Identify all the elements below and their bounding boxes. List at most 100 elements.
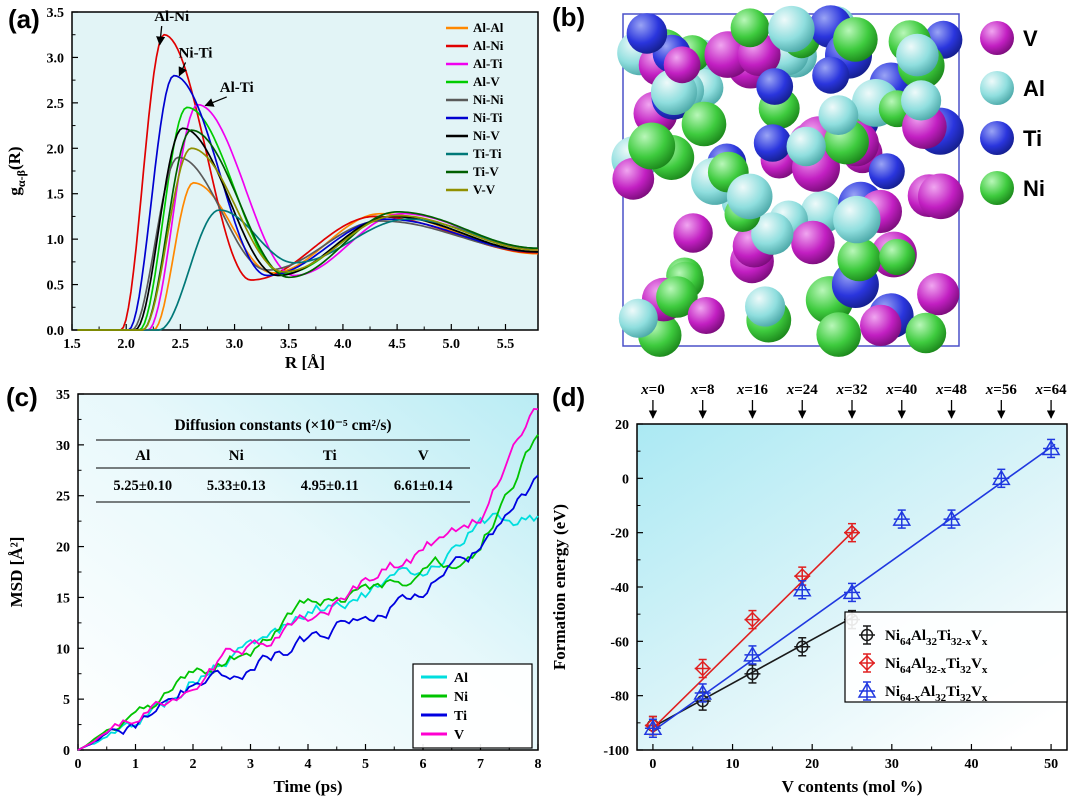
x-tick-label: 4.0 [334, 337, 352, 352]
top-label-x=64: x=64 [1035, 382, 1068, 398]
msd-curve-Al [77, 512, 539, 751]
atom-sphere-V [612, 157, 655, 200]
legend-label-Ti-Ti: Ti-Ti [473, 146, 502, 161]
atom-sphere-Al [833, 195, 881, 244]
table-value: 5.25±0.10 [113, 478, 172, 494]
x-tick-label: 2.0 [117, 337, 135, 352]
x-tick-label: 8 [535, 757, 542, 772]
y-tick-label: 20 [56, 541, 70, 556]
y-tick-label: 1.5 [47, 188, 65, 203]
x-tick-label: 20 [805, 757, 819, 772]
rdf-curve-V-V [77, 147, 538, 331]
legend-label-Al-Al: Al-Al [473, 20, 504, 35]
atom-sphere-Ni [833, 17, 878, 62]
atom-sphere-Al [751, 212, 794, 255]
x-tick-label: 30 [885, 757, 899, 772]
atom-sphere-Ni [730, 8, 770, 48]
atom-sphere-Al [896, 33, 939, 77]
legend-label-Ni: Ni [454, 690, 468, 705]
msd-chart: 0 1 2 3 4 5 6 7 8 0 5 10 15 20 25 30 35 Diffusion constan… [7, 388, 542, 796]
rdf-chart: 1.5 2.0 2.5 3.0 3.5 4.0 4.5 5.0 5.5 0.0 0.5 1.0 1.5 2… [5, 6, 539, 372]
legend-label-Al-V: Al-V [473, 74, 500, 89]
legend-label-Ni64Al32-xTi32Vx: Ni64Al32-xTi32Vx [885, 656, 988, 676]
atom-sphere-Ni [879, 238, 916, 276]
y-tick-label: 5 [63, 693, 70, 708]
x-tick-label: 4 [305, 757, 312, 772]
x-tick-label: 40 [964, 757, 978, 772]
panel-a: 1.5 2.0 2.5 3.0 3.5 4.0 4.5 5.0 5.5 0.0 0.5 1.0 1.5 2… [0, 0, 545, 378]
atom-sphere-V [791, 220, 835, 265]
species-label-Ti: Ti [1023, 126, 1042, 151]
atom-sphere-Ni [816, 312, 861, 357]
msd-curve-Ti [77, 474, 539, 751]
atom-sphere-Al [618, 298, 658, 338]
top-label-x=16: x=16 [736, 382, 769, 398]
species-label-Ni: Ni [1023, 176, 1045, 201]
table-header-V: V [418, 448, 429, 464]
annotation-Al-Ti: Al-Ti [220, 80, 254, 96]
legend-label-Ni-Ti: Ni-Ti [473, 110, 503, 125]
table-header-Ti: Ti [323, 448, 337, 464]
top-label-x=8: x=8 [690, 382, 715, 398]
panel-d-label: (d) [552, 382, 586, 412]
top-label-x=0: x=0 [640, 382, 665, 398]
atom-sphere-Ti [812, 56, 850, 94]
atom-sphere-Al [768, 5, 815, 53]
legend-symbol-Ni64-xAl32Ti32Vx [857, 681, 877, 701]
series-points-Ni64-xAl32Ti32Vx [643, 438, 1061, 739]
formation-legend: Ni64Al32Ti32-xVx Ni64Al32-xTi32Vx Ni64-xAl… [844, 611, 1068, 704]
table-value: 6.61±0.14 [394, 478, 453, 494]
legend-label-Al: Al [454, 671, 468, 686]
x-axis-label: Time (ps) [273, 777, 342, 796]
atom-sphere-V [663, 46, 701, 84]
x-axis-label: R [Å] [285, 353, 325, 372]
legend-label-Ni64-xAl32Ti32Vx: Ni64-xAl32Ti32Vx [885, 684, 988, 704]
legend-symbol-Ni64Al32-xTi32Vx [858, 653, 876, 673]
plot-frame [77, 393, 539, 751]
y-tick-label: 35 [56, 388, 70, 403]
panel-d: 0 10 20 30 40 50 -100 -80 -60 -40 -20 0 20 x=0 x=8 x=16… [545, 378, 1080, 812]
y-tick-label: -60 [610, 635, 629, 650]
species-label-Al: Al [1023, 76, 1045, 101]
y-tick-label: 30 [56, 439, 70, 454]
formation-energy-chart: 0 10 20 30 40 50 -100 -80 -60 -40 -20 0 20 x=0 x=8 x=16… [550, 382, 1068, 796]
annotation-Ni-Ti: Ni-Ti [179, 45, 213, 61]
legend-label-Ni-Ni: Ni-Ni [473, 92, 504, 107]
atom-sphere-Al [786, 126, 826, 167]
panel-b-label: (b) [552, 2, 586, 32]
msd-curve-V [77, 407, 539, 751]
panel-c-label: (c) [6, 382, 38, 412]
atom-sphere-V [917, 273, 960, 316]
y-axis-label: gα-β(R) [5, 146, 28, 195]
legend-sphere-V [980, 21, 1014, 55]
top-label-x=40: x=40 [885, 382, 917, 398]
legend-label-Ti: Ti [454, 709, 467, 724]
x-tick-label: 3.5 [280, 337, 298, 352]
legend-label-V-V: V-V [473, 182, 496, 197]
x-tick-label: 7 [477, 757, 484, 772]
legend-sphere-Ti [980, 121, 1014, 155]
legend-symbol-Ni64Al32Ti32-xVx [859, 625, 875, 645]
x-tick-label: 1 [132, 757, 139, 772]
y-axis-label: MSD [Å²] [7, 537, 26, 608]
atom-sphere-Ti [626, 13, 668, 54]
msd-legend: Al Ni Ti V [412, 663, 533, 749]
y-tick-label: 2.0 [47, 142, 65, 157]
y-tick-label: 3.0 [47, 51, 65, 66]
y-tick-label: 0.5 [47, 279, 65, 294]
y-tick-label: 0 [622, 472, 629, 487]
species-label-V: V [1023, 26, 1038, 51]
atom-sphere-Al [745, 286, 786, 327]
x-tick-label: 5 [362, 757, 369, 772]
x-axis-label: V contents (mol %) [782, 777, 923, 796]
y-tick-label: -100 [603, 744, 629, 759]
y-tick-label: -20 [610, 527, 629, 542]
y-tick-label: 20 [615, 418, 629, 433]
annotation-arrow [156, 26, 166, 46]
atom-sphere-V [918, 173, 964, 220]
x-tick-label: 3.0 [226, 337, 244, 352]
x-tick-label: 0 [649, 757, 656, 772]
annotation-arrow [178, 62, 187, 77]
legend-label-V: V [454, 728, 464, 743]
legend-label-Ni-V: Ni-V [473, 128, 500, 143]
